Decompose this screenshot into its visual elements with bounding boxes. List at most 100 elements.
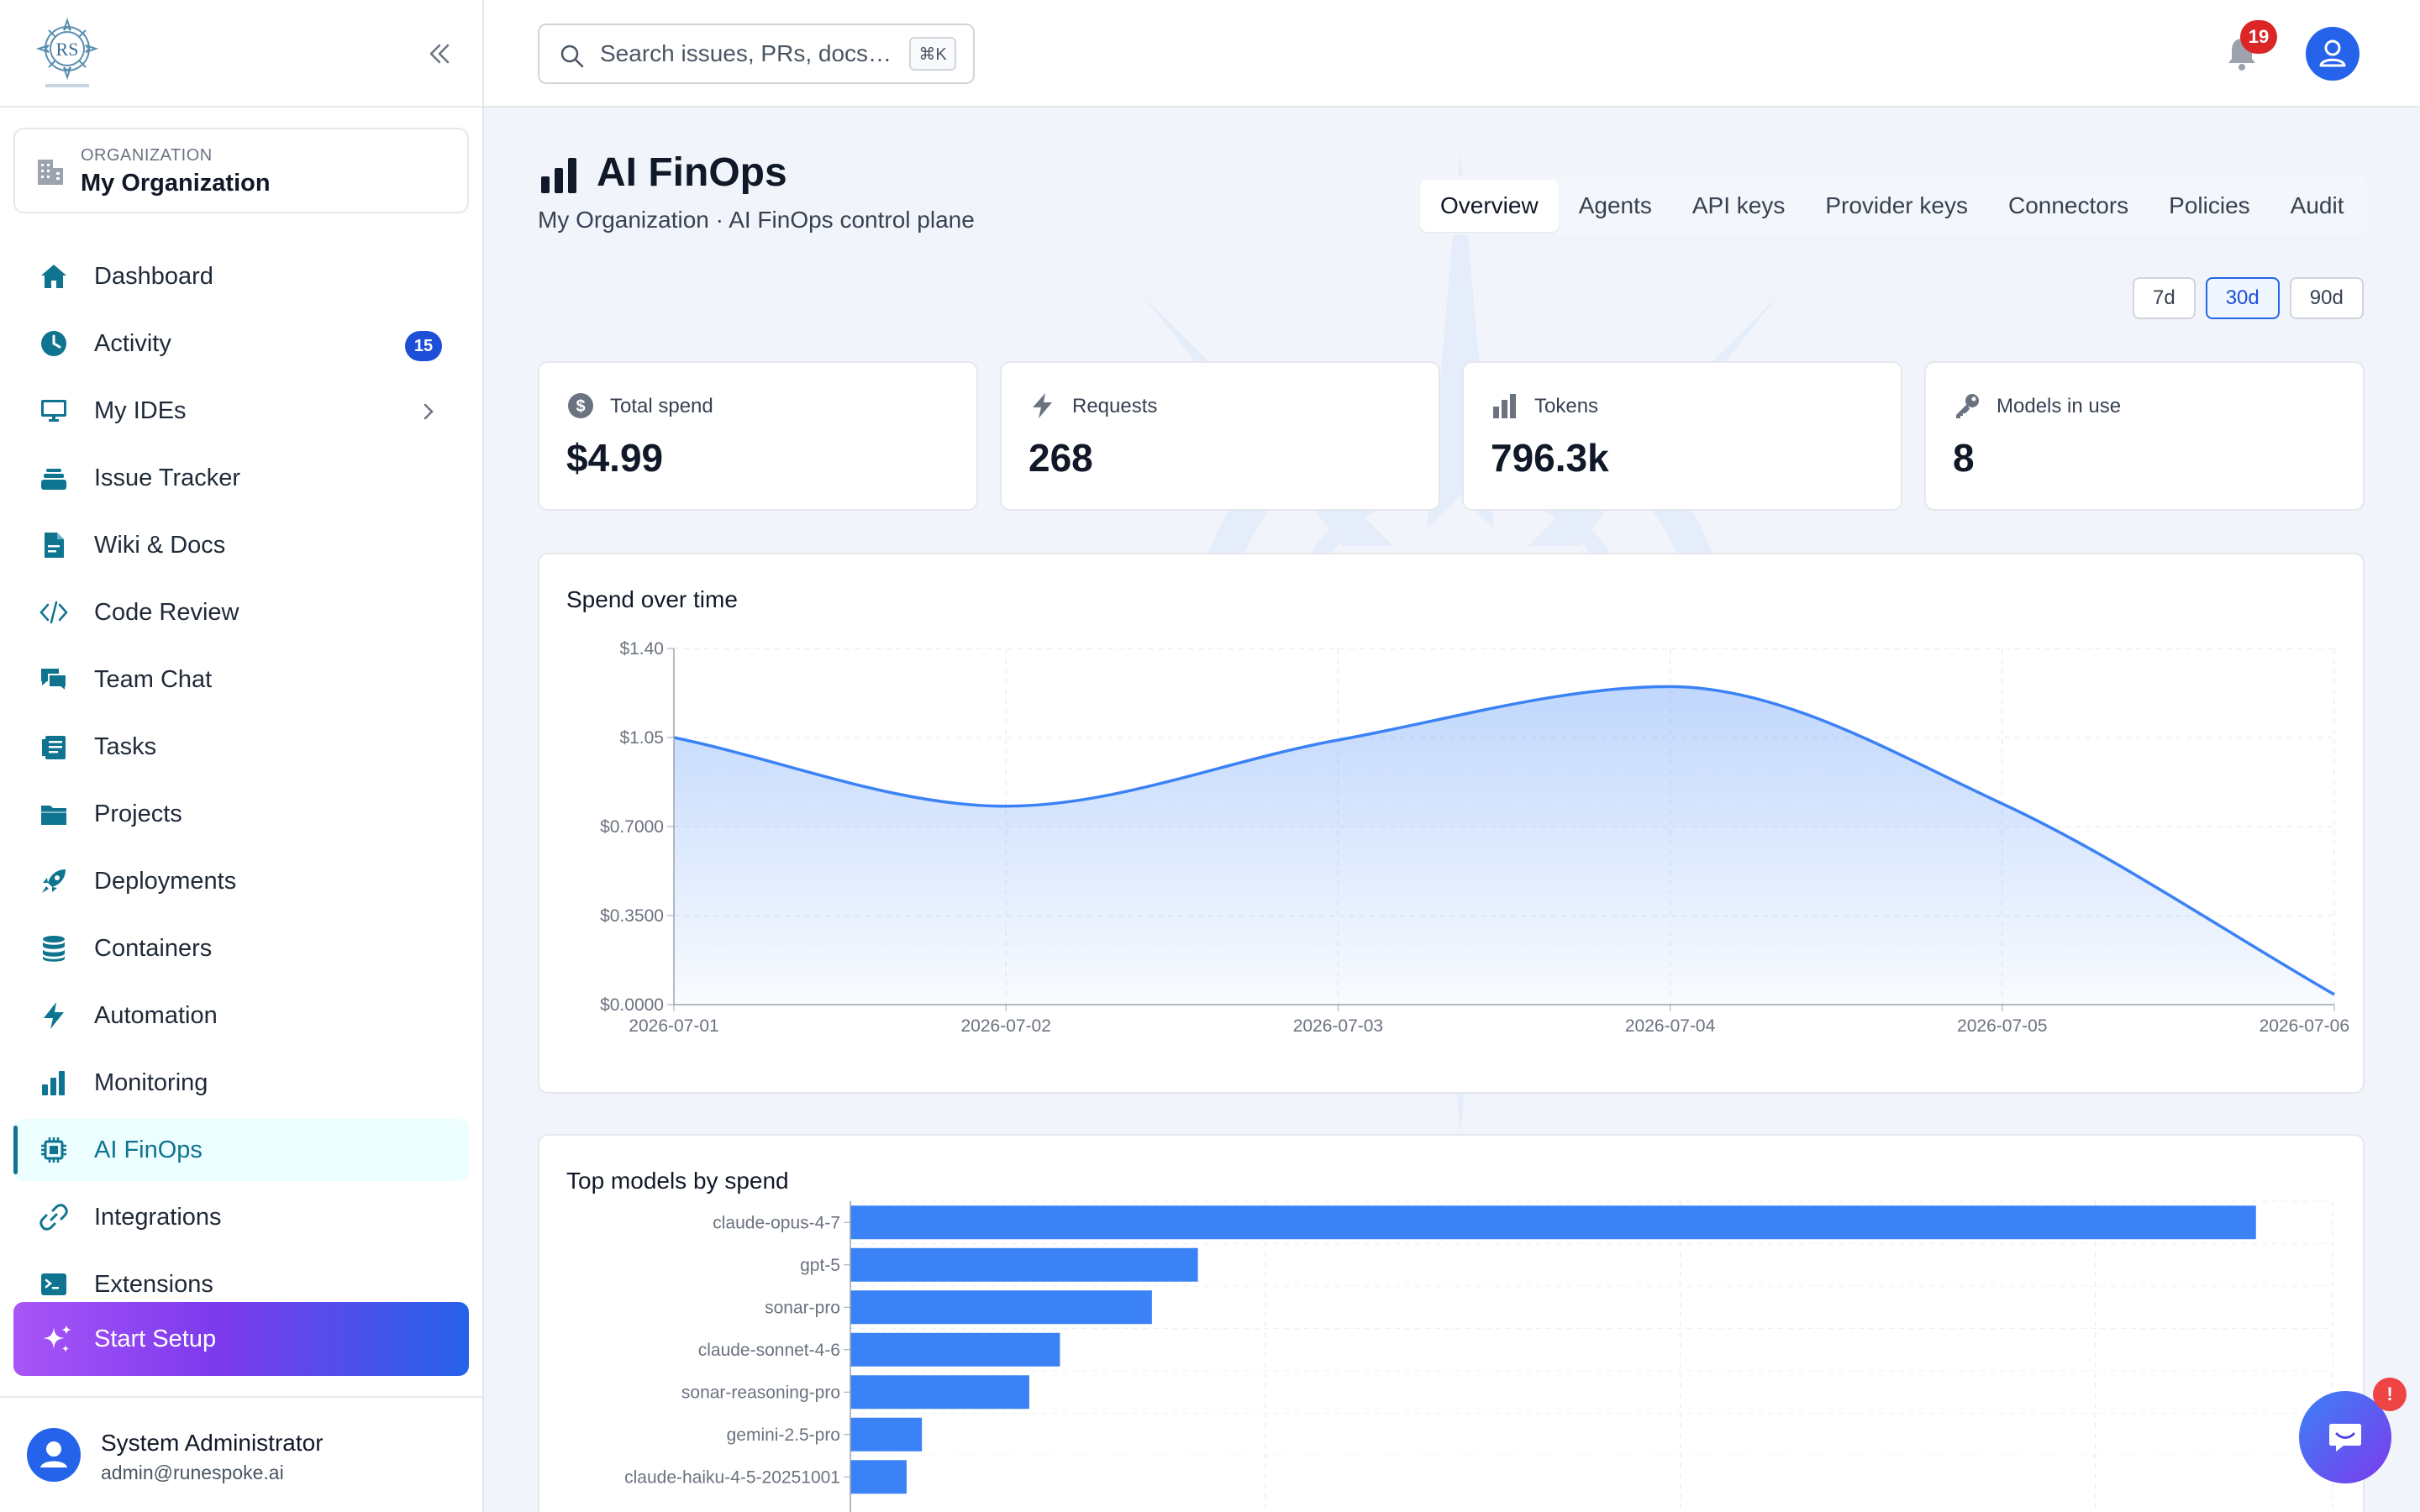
kpi-label: Tokens: [1534, 395, 1599, 417]
clipboard-icon: [42, 736, 66, 759]
sparkles-icon: [43, 1325, 71, 1352]
tab-overview[interactable]: Overview: [1420, 180, 1559, 232]
kpi-row: $ Total spend $4.99 Requests 268 Tokens …: [538, 361, 2365, 511]
top-models-card: claude-opus-4-7 gpt-5 sonar-pro claude-sonn…: [538, 1134, 2365, 1512]
tab-api-keys[interactable]: API keys: [1691, 192, 1786, 218]
key-icon: [1956, 394, 1979, 418]
profile-menu-button[interactable]: [2306, 27, 2360, 81]
kpi-card-requests: Requests 268: [1000, 361, 1440, 511]
bar: [850, 1332, 1060, 1367]
folder-icon: [41, 806, 66, 825]
bolt-icon: [1033, 393, 1052, 418]
sidebar-header: RS: [0, 0, 482, 108]
x-tick-label: 2026-07-01: [629, 1016, 718, 1036]
page-title: AI FinOps: [597, 150, 787, 195]
svg-text:$: $: [576, 397, 585, 416]
tab-audit[interactable]: Audit: [2290, 192, 2344, 218]
spend-over-time-card: $0.0000 $0.3500 $0.7000 $1.05 $1.40 2026-07-0…: [538, 553, 2365, 1094]
avatar[interactable]: [27, 1428, 81, 1482]
sidebar-item-team-chat[interactable]: Team Chat: [13, 648, 469, 711]
search-shortcut-hint: ⌘K: [909, 37, 956, 71]
finops-tabs: Overview Agents API keys Provider keys C…: [1417, 176, 2368, 235]
bolt-icon: [44, 1002, 64, 1029]
tab-policies[interactable]: Policies: [2169, 192, 2250, 218]
sidebar-item-code-review[interactable]: Code Review: [13, 581, 469, 643]
sidebar-item-label: Team Chat: [94, 665, 213, 693]
bar-chart-icon: [42, 1071, 65, 1095]
sidebar: RS ORGANIZATION My Organization Dashboar…: [0, 0, 484, 1512]
sidebar-item-dashboard[interactable]: Dashboard: [13, 245, 469, 307]
sidebar-item-integrations[interactable]: Integrations: [13, 1186, 469, 1248]
chat-icon: [41, 669, 67, 694]
search-input[interactable]: [600, 37, 902, 71]
chevrons-left-icon: [429, 44, 450, 64]
sidebar-item-containers[interactable]: Containers: [13, 917, 469, 979]
sidebar-item-label: Tasks: [94, 732, 157, 760]
tab-agents[interactable]: Agents: [1578, 192, 1652, 218]
user-email: admin@runespoke.ai: [101, 1462, 284, 1483]
sidebar-item-automation[interactable]: Automation: [13, 984, 469, 1047]
sidebar-item-my-ides[interactable]: My IDEs: [13, 380, 469, 442]
sidebar-item-extensions[interactable]: Extensions: [13, 1253, 469, 1315]
search-box[interactable]: ⌘K: [538, 24, 975, 84]
bar-chart-icon: [541, 158, 576, 193]
tab-provider-keys[interactable]: Provider keys: [1825, 192, 1968, 218]
code-icon: [39, 601, 68, 624]
sidebar-item-wiki-docs[interactable]: Wiki & Docs: [13, 514, 469, 576]
bar: [850, 1290, 1152, 1325]
stack-icon: [41, 469, 66, 490]
database-icon: [43, 936, 65, 962]
kpi-value: 796.3k: [1491, 436, 1609, 480]
organization-switcher[interactable]: ORGANIZATION My Organization: [13, 128, 469, 213]
y-tick-label: $0.3500: [600, 906, 664, 926]
kpi-card-total-spend: $ Total spend $4.99: [538, 361, 978, 511]
y-tick-label: $0.0000: [600, 995, 664, 1015]
chart-title: Spend over time: [566, 586, 738, 612]
sidebar-item-projects[interactable]: Projects: [13, 783, 469, 845]
user-name: System Administrator: [101, 1430, 324, 1456]
tab-connectors[interactable]: Connectors: [2007, 192, 2129, 218]
user-icon: [40, 1441, 67, 1467]
y-tick-label: $1.40: [619, 639, 664, 659]
link-icon: [39, 1204, 68, 1231]
kpi-card-models-in-use: Models in use 8: [1924, 361, 2365, 511]
x-tick-label: 2026-07-05: [1957, 1016, 2047, 1036]
sidebar-item-label: Monitoring: [94, 1068, 208, 1096]
sidebar-item-ai-finops[interactable]: AI FinOps: [13, 1119, 469, 1181]
topbar: ⌘K 19: [484, 0, 2420, 108]
range-7d-button[interactable]: 7d: [2133, 277, 2196, 319]
bar-chart-icon: [1493, 394, 1516, 418]
category-label: claude-opus-4-7: [713, 1213, 840, 1232]
range-30d-button[interactable]: 30d: [2205, 277, 2280, 319]
range-90d-button[interactable]: 90d: [2289, 277, 2364, 319]
category-label: gpt-5: [800, 1256, 840, 1275]
user-icon: [2319, 39, 2346, 67]
sidebar-item-tasks[interactable]: Tasks: [13, 716, 469, 778]
kpi-value: $4.99: [566, 436, 664, 480]
dollar-icon: $: [568, 393, 593, 418]
start-setup-button[interactable]: Start Setup: [13, 1302, 469, 1376]
kpi-label: Requests: [1072, 395, 1158, 417]
logo[interactable]: RS: [34, 17, 101, 92]
sidebar-item-label: AI FinOps: [94, 1136, 203, 1163]
chat-support-button[interactable]: [2299, 1391, 2391, 1483]
chevron-right-icon[interactable]: [418, 400, 439, 423]
series-line: [673, 685, 2335, 996]
kpi-label: Total spend: [610, 395, 713, 417]
bar: [850, 1205, 2256, 1240]
user-profile[interactable]: System Administrator admin@runespoke.ai: [0, 1396, 484, 1512]
top-models-chart: claude-opus-4-7 gpt-5 sonar-pro claude-sonn…: [624, 1200, 2333, 1512]
sidebar-item-label: My IDEs: [94, 396, 187, 424]
x-tick-label: 2026-07-03: [1293, 1016, 1383, 1036]
sidebar-item-deployments[interactable]: Deployments: [13, 850, 469, 912]
collapse-sidebar-button[interactable]: [420, 37, 457, 71]
sidebar-item-monitoring[interactable]: Monitoring: [13, 1052, 469, 1114]
sidebar-nav: Dashboard Activity 15 My IDEs Issue Trac…: [13, 245, 469, 1320]
kpi-value: 8: [1953, 436, 1975, 480]
y-tick-label: $1.05: [619, 728, 664, 748]
sidebar-item-label: Activity: [94, 329, 171, 357]
sidebar-item-issue-tracker[interactable]: Issue Tracker: [13, 447, 469, 509]
bar: [850, 1247, 1198, 1282]
sidebar-item-activity[interactable]: Activity 15: [13, 312, 469, 375]
chat-alert-badge: !: [2373, 1378, 2407, 1411]
